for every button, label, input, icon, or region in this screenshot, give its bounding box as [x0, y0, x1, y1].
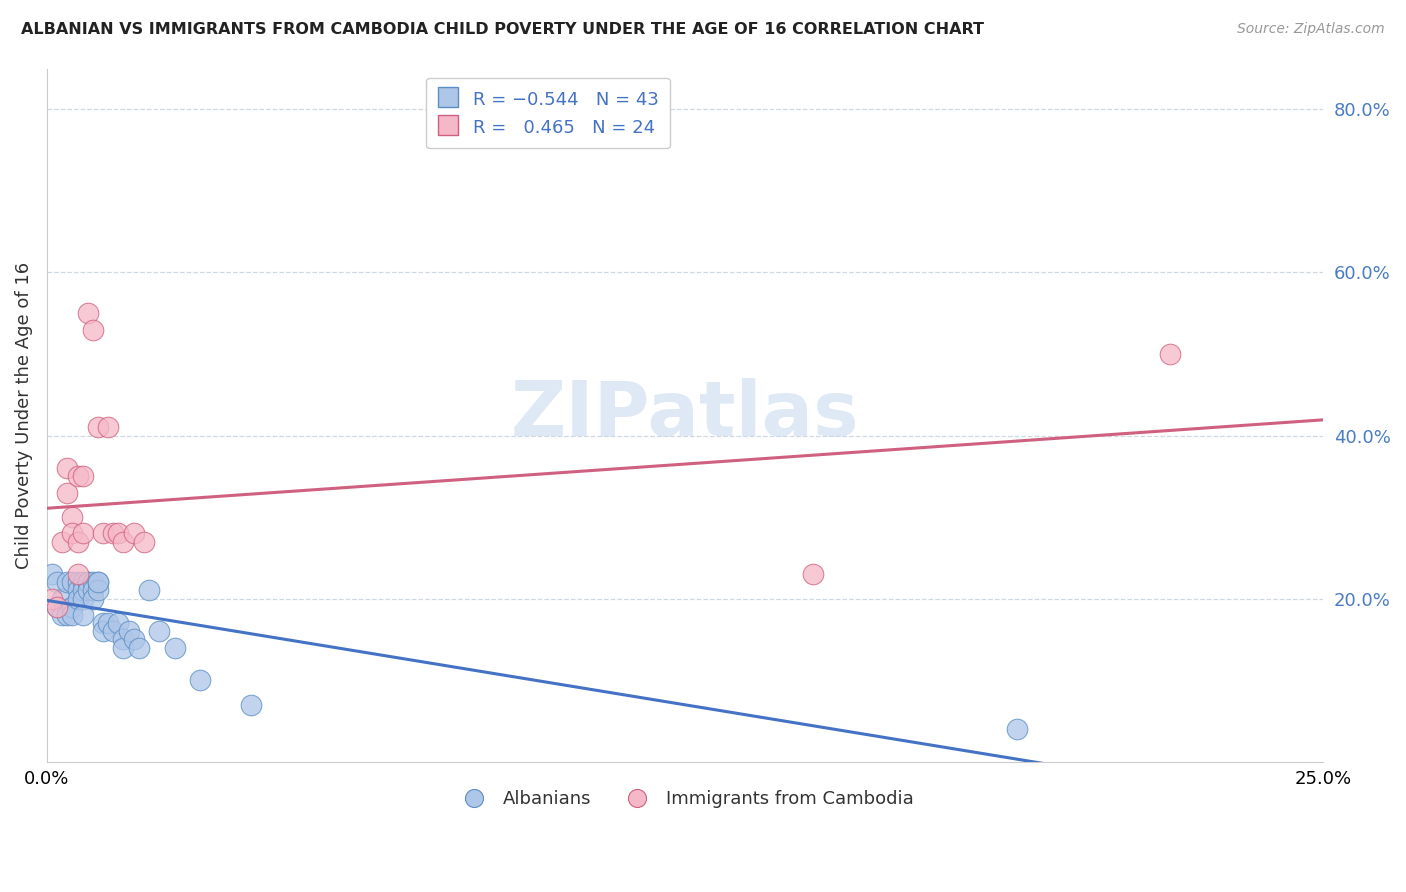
Text: ALBANIAN VS IMMIGRANTS FROM CAMBODIA CHILD POVERTY UNDER THE AGE OF 16 CORRELATI: ALBANIAN VS IMMIGRANTS FROM CAMBODIA CHI… — [21, 22, 984, 37]
Point — [62, 510, 84, 524]
Text: ZIPatlas: ZIPatlas — [510, 378, 859, 452]
Point — [56, 607, 79, 622]
Point — [66, 583, 89, 598]
Point — [72, 591, 94, 606]
Point — [66, 591, 89, 606]
Legend: Albanians, Immigrants from Cambodia: Albanians, Immigrants from Cambodia — [449, 782, 921, 815]
Point — [112, 632, 135, 647]
Point — [66, 575, 89, 590]
Point — [82, 583, 104, 598]
Point — [801, 567, 824, 582]
Point — [107, 526, 129, 541]
Point — [72, 469, 94, 483]
Point — [1005, 722, 1028, 736]
Point — [87, 575, 110, 590]
Point — [128, 640, 150, 655]
Point — [103, 624, 125, 639]
Point — [72, 575, 94, 590]
Point — [1159, 347, 1181, 361]
Point — [66, 469, 89, 483]
Point — [51, 591, 73, 606]
Point — [51, 607, 73, 622]
Point — [46, 599, 69, 614]
Point — [138, 583, 160, 598]
Point — [66, 567, 89, 582]
Point — [76, 306, 98, 320]
Point — [72, 583, 94, 598]
Point — [87, 575, 110, 590]
Point — [41, 567, 63, 582]
Point — [66, 534, 89, 549]
Point — [62, 607, 84, 622]
Point — [87, 583, 110, 598]
Point — [82, 591, 104, 606]
Point — [46, 575, 69, 590]
Point — [56, 485, 79, 500]
Point — [41, 591, 63, 606]
Point — [76, 583, 98, 598]
Point — [91, 624, 114, 639]
Text: Source: ZipAtlas.com: Source: ZipAtlas.com — [1237, 22, 1385, 37]
Point — [72, 526, 94, 541]
Point — [91, 526, 114, 541]
Point — [62, 599, 84, 614]
Point — [76, 575, 98, 590]
Point — [72, 607, 94, 622]
Point — [97, 616, 120, 631]
Y-axis label: Child Poverty Under the Age of 16: Child Poverty Under the Age of 16 — [15, 261, 32, 569]
Point — [76, 575, 98, 590]
Point — [62, 526, 84, 541]
Point — [62, 599, 84, 614]
Point — [240, 698, 263, 712]
Point — [56, 575, 79, 590]
Point — [112, 534, 135, 549]
Point — [117, 624, 139, 639]
Point — [91, 616, 114, 631]
Point — [46, 599, 69, 614]
Point — [82, 322, 104, 336]
Point — [163, 640, 186, 655]
Point — [188, 673, 211, 688]
Point — [112, 640, 135, 655]
Point — [132, 534, 155, 549]
Point — [97, 420, 120, 434]
Point — [122, 632, 145, 647]
Point — [56, 461, 79, 475]
Point — [87, 420, 110, 434]
Point — [62, 575, 84, 590]
Point — [51, 534, 73, 549]
Point — [148, 624, 170, 639]
Point — [103, 526, 125, 541]
Point — [82, 575, 104, 590]
Point — [122, 526, 145, 541]
Point — [107, 616, 129, 631]
